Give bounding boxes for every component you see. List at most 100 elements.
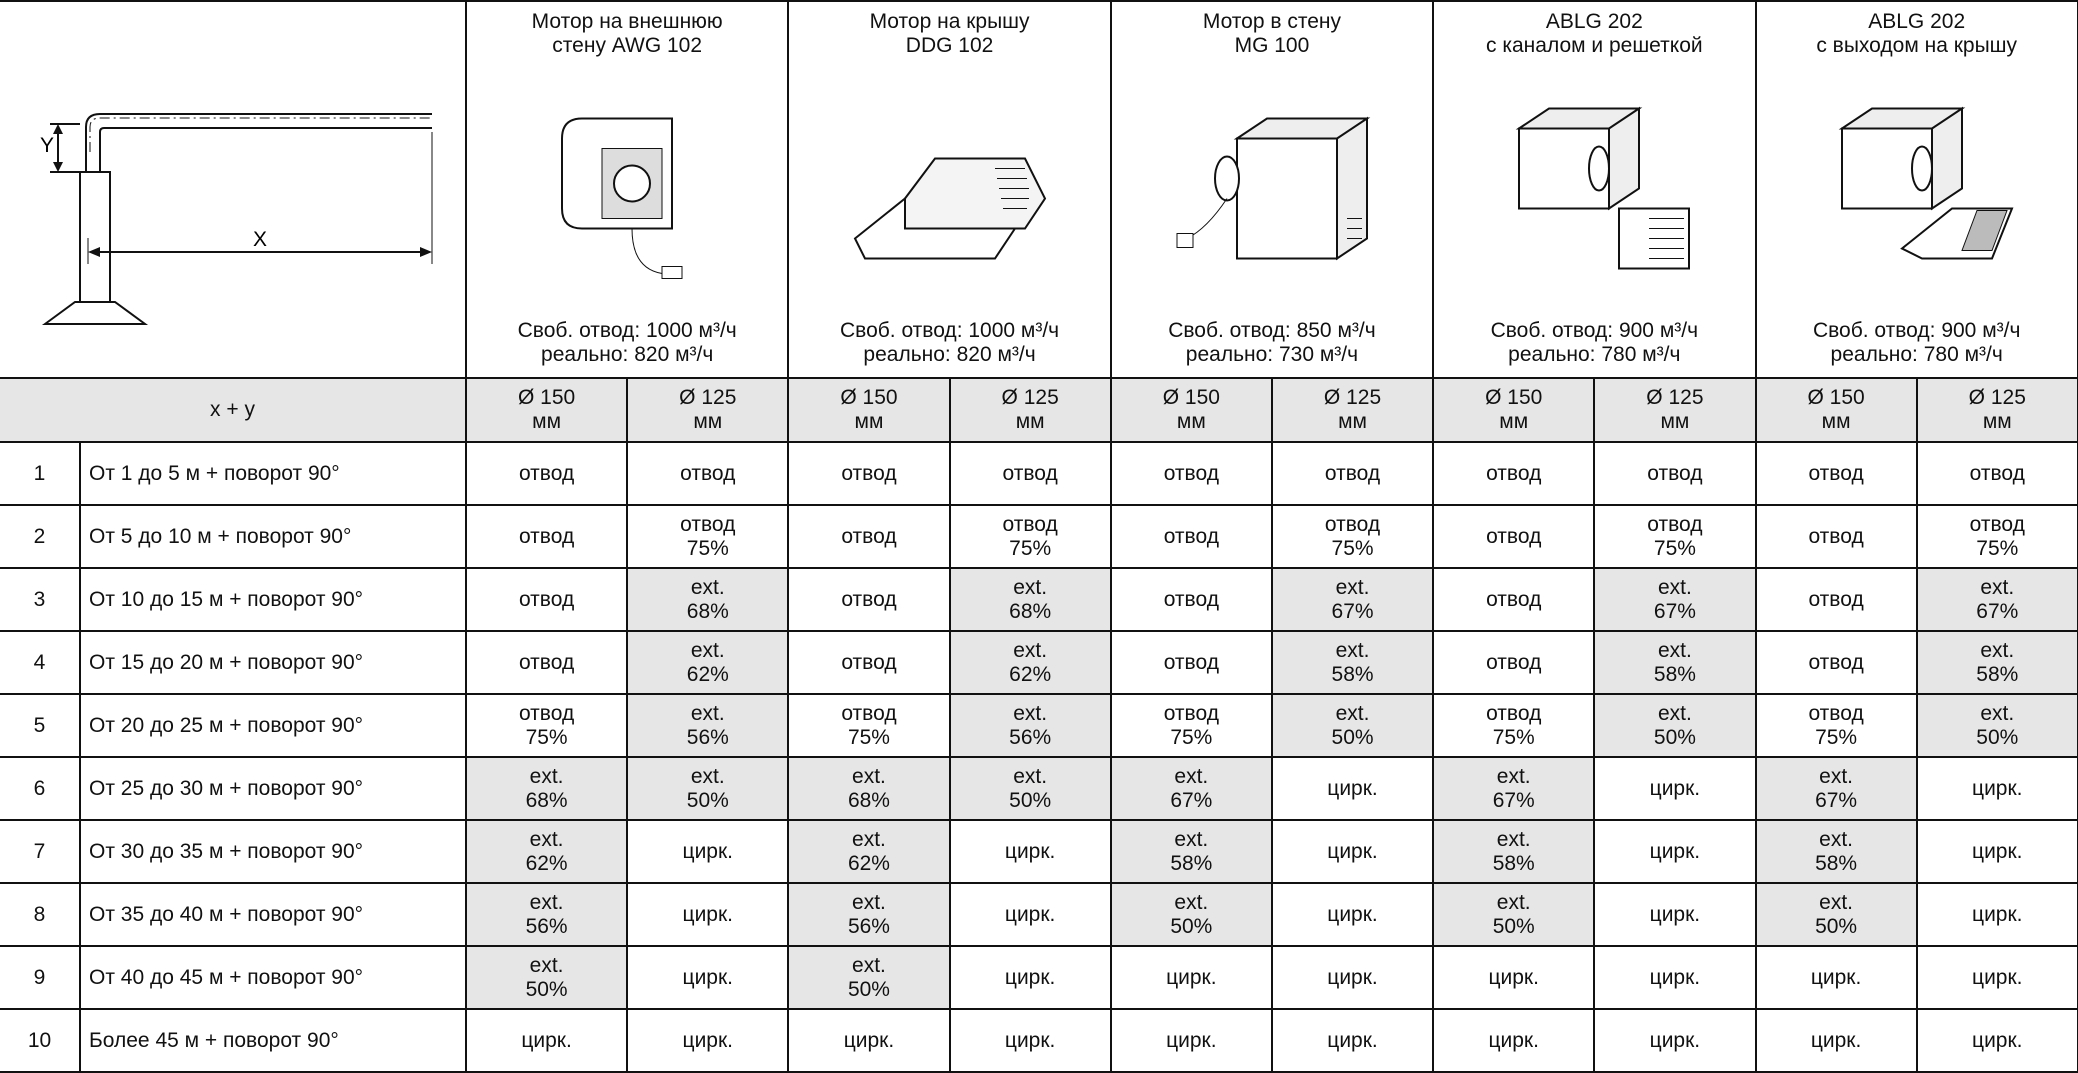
table-cell: цирк. bbox=[464, 1008, 629, 1073]
table-cell: ext. 50% bbox=[1432, 882, 1596, 947]
cell-line: 56% bbox=[686, 725, 729, 749]
cell-line: цирк. bbox=[1972, 776, 2023, 800]
diameter: Ø 125 мм bbox=[1593, 377, 1757, 443]
cell-line: отвод bbox=[1163, 587, 1219, 611]
table-cell: ext. 58% bbox=[1432, 819, 1596, 884]
table-cell: ext. 50% bbox=[1754, 882, 1918, 947]
cell-line: отвод bbox=[1808, 524, 1864, 548]
product-title: Мотор на внешнюю стену AWG 102 bbox=[532, 10, 723, 58]
cell-line: ext. bbox=[1980, 638, 2015, 662]
row-label: От 15 до 20 м + поворот 90° bbox=[79, 630, 467, 695]
table-cell: цирк. bbox=[1109, 1008, 1273, 1073]
cell-line: цирк. bbox=[1649, 902, 1701, 926]
table-cell: цирк. bbox=[1593, 819, 1757, 884]
table-row: 9 От 40 до 45 м + поворот 90° ext. 50% цирк.… bbox=[0, 945, 2078, 1010]
cell-line: 75% bbox=[1170, 725, 1213, 749]
cell-line: цирк. bbox=[682, 902, 734, 926]
table-cell: ext. 56% bbox=[464, 882, 629, 947]
cell-line: ext. bbox=[1013, 638, 1048, 662]
capacity: Своб. отвод: 1000 м³/ч реально: 820 м³/ч bbox=[518, 319, 737, 367]
product-image bbox=[1838, 106, 2014, 260]
cell-line: отвод bbox=[1647, 461, 1703, 485]
cell-line: 58% bbox=[1170, 851, 1213, 875]
cell-line: отвод bbox=[1163, 650, 1219, 674]
row-label: От 1 до 5 м + поворот 90° bbox=[79, 441, 467, 506]
table-cell: ext. 50% bbox=[948, 756, 1112, 821]
diagram-cell: Y X bbox=[0, 0, 467, 379]
capacity: Своб. отвод: 900 м³/ч реально: 780 м³/ч bbox=[1491, 319, 1698, 367]
cell-line: 67% bbox=[1976, 599, 2019, 623]
table-row: 1 От 1 до 5 м + поворот 90° отвод отвод отво… bbox=[0, 441, 2078, 506]
table-cell: отвод bbox=[1270, 441, 1435, 506]
cell-line: цирк. bbox=[1327, 1028, 1378, 1052]
table-cell: отвод bbox=[464, 504, 629, 569]
table-cell: ext. 67% bbox=[1915, 567, 2078, 632]
table-cell: цирк. bbox=[626, 819, 790, 884]
product-title: Мотор в стену MG 100 bbox=[1203, 10, 1341, 58]
cell-line: 75% bbox=[1976, 536, 2019, 560]
cell-line: ext. bbox=[852, 890, 886, 914]
cell-line: ext. bbox=[1013, 575, 1048, 599]
cell-line: цирк. bbox=[1972, 902, 2023, 926]
cell-line: 67% bbox=[1653, 599, 1696, 623]
title-line: стену AWG 102 bbox=[552, 34, 703, 57]
cell-line: ext. bbox=[529, 764, 564, 788]
table-cell: отвод bbox=[1754, 441, 1918, 506]
table-row: 6 От 25 до 30 м + поворот 90° ext. 68% ext. 5… bbox=[0, 756, 2078, 821]
cell-line: ext. bbox=[1174, 890, 1209, 914]
table-cell: отвод bbox=[948, 441, 1112, 506]
cell-line: цирк. bbox=[1004, 839, 1056, 863]
table-cell: цирк. bbox=[948, 819, 1112, 884]
cell-line: цирк. bbox=[1972, 1028, 2023, 1052]
product-header: Мотор в стену MG 100 Своб. отвод: 850 м³/ч… bbox=[1109, 0, 1435, 379]
table-cell: ext. 56% bbox=[787, 882, 951, 947]
cell-line: цирк. bbox=[682, 839, 734, 863]
table-row: 10 Более 45 м + поворот 90° цирк. цирк. цирк… bbox=[0, 1008, 2078, 1073]
cell-line: отвод bbox=[1486, 650, 1542, 674]
cell-line: 75% bbox=[847, 725, 890, 749]
diameter-line: мм bbox=[1660, 410, 1690, 433]
table-cell: цирк. bbox=[626, 882, 790, 947]
cell-line: 58% bbox=[1815, 851, 1858, 875]
subheader-label: x + y bbox=[0, 377, 467, 443]
product-title: ABLG 202 с каналом и решеткой bbox=[1486, 10, 1703, 58]
product-header: Мотор на внешнюю стену AWG 102 Своб. отвод… bbox=[464, 0, 790, 379]
table-cell: ext. 50% bbox=[626, 756, 790, 821]
cell-line: отвод bbox=[1969, 461, 2025, 485]
row-number: 1 bbox=[0, 441, 81, 506]
table-cell: ext. 50% bbox=[1270, 693, 1435, 758]
table-cell: отвод 75% bbox=[626, 504, 790, 569]
cell-line: отвод bbox=[1808, 461, 1864, 485]
row-label: От 40 до 45 м + поворот 90° bbox=[79, 945, 467, 1010]
cell-line: ext. bbox=[852, 827, 886, 851]
table-cell: отвод bbox=[787, 504, 951, 569]
cell-line: ext. bbox=[852, 953, 886, 977]
row-number: 9 bbox=[0, 945, 81, 1010]
table-cell: ext. 62% bbox=[787, 819, 951, 884]
table-cell: отвод bbox=[1432, 441, 1596, 506]
cell-line: 50% bbox=[1653, 725, 1696, 749]
diameter: Ø 125 мм bbox=[1915, 377, 2078, 443]
title-line: DDG 102 bbox=[905, 34, 994, 57]
cell-line: 50% bbox=[1815, 914, 1858, 938]
real-exhaust: реально: 730 м³/ч bbox=[1185, 343, 1359, 366]
product-title: ABLG 202 с выходом на крышу bbox=[1816, 10, 2017, 58]
cell-line: отвод bbox=[841, 524, 897, 548]
row-label: От 30 до 35 м + поворот 90° bbox=[79, 819, 467, 884]
table-cell: цирк. bbox=[948, 945, 1112, 1010]
diameter-line: мм bbox=[1982, 410, 2012, 433]
cell-line: ext. bbox=[690, 764, 725, 788]
table-cell: ext. 67% bbox=[1754, 756, 1918, 821]
free-exhaust: Своб. отвод: 900 м³/ч bbox=[1812, 319, 2021, 342]
cell-line: ext. bbox=[1980, 575, 2015, 599]
cell-line: цирк. bbox=[1488, 1028, 1539, 1052]
table-cell: ext. 56% bbox=[626, 693, 790, 758]
table-cell: отвод 75% bbox=[1754, 693, 1918, 758]
cell-line: ext. bbox=[1496, 764, 1531, 788]
product-image bbox=[853, 157, 1046, 260]
diameter-line: мм bbox=[1015, 410, 1045, 433]
title-line: ABLG 202 bbox=[1545, 10, 1643, 33]
table-row: 3 От 10 до 15 м + поворот 90° отвод ext. 68%… bbox=[0, 567, 2078, 632]
table-cell: отвод bbox=[1109, 567, 1273, 632]
cell-line: 62% bbox=[525, 851, 568, 875]
